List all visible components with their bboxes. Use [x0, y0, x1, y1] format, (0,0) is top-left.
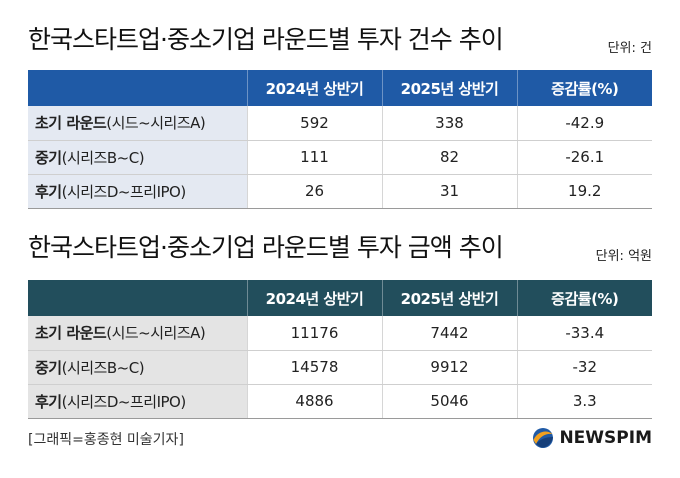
amount-table-title: 한국스타트업·중소기업 라운드별 투자 금액 추이	[28, 233, 504, 262]
value-change: -42.9	[516, 106, 652, 141]
value-2025: 9912	[381, 350, 517, 385]
count-section: 한국스타트업·중소기업 라운드별 투자 건수 추이 단위: 건 2024년 상반…	[28, 20, 652, 209]
newspim-globe-icon	[532, 427, 554, 449]
amount-header-2025: 2025년 상반기	[381, 280, 517, 316]
stage-name: 초기 라운드	[35, 114, 107, 133]
stage-name: 후기	[35, 182, 62, 201]
count-table: 2024년 상반기 2025년 상반기 증감률(%) 초기 라운드(시드~시리즈…	[28, 70, 652, 209]
count-table-header-row: 2024년 상반기 2025년 상반기 증감률(%)	[28, 70, 652, 106]
count-title-row: 한국스타트업·중소기업 라운드별 투자 건수 추이 단위: 건	[28, 20, 652, 60]
table-row: 초기 라운드(시드~시리즈A) 592 338 -42.9	[28, 106, 652, 141]
count-unit-label: 단위: 건	[607, 41, 652, 56]
count-header-2025: 2025년 상반기	[381, 70, 517, 106]
value-change: -32	[516, 350, 652, 385]
value-2025: 7442	[381, 316, 517, 351]
row-label: 초기 라운드(시드~시리즈A)	[28, 316, 247, 351]
amount-table-header-row: 2024년 상반기 2025년 상반기 증감률(%)	[28, 280, 652, 316]
stage-detail: (시리즈B~C)	[61, 358, 145, 377]
value-2024: 26	[246, 174, 382, 209]
row-label: 중기(시리즈B~C)	[28, 140, 247, 175]
graphic-credit: [그래픽=홍종현 미술기자]	[28, 432, 184, 448]
value-change: 3.3	[516, 384, 652, 419]
table-row: 초기 라운드(시드~시리즈A) 11176 7442 -33.4	[28, 316, 652, 351]
count-header-change: 증감률(%)	[516, 70, 652, 106]
amount-unit-label: 단위: 억원	[595, 249, 652, 264]
amount-table: 2024년 상반기 2025년 상반기 증감률(%) 초기 라운드(시드~시리즈…	[28, 280, 652, 419]
stage-name: 중기	[35, 358, 62, 377]
amount-header-2024: 2024년 상반기	[246, 280, 382, 316]
count-table-title: 한국스타트업·중소기업 라운드별 투자 건수 추이	[28, 25, 504, 54]
stage-detail: (시리즈D~프리IPO)	[61, 182, 187, 201]
row-label: 후기(시리즈D~프리IPO)	[28, 384, 247, 419]
newspim-logo[interactable]: NEWSPIM	[532, 426, 652, 450]
count-header-2024: 2024년 상반기	[246, 70, 382, 106]
value-2024: 111	[246, 140, 382, 175]
stage-detail: (시리즈B~C)	[61, 148, 145, 167]
stage-name: 후기	[35, 392, 62, 411]
value-2024: 11176	[246, 316, 382, 351]
value-2025: 82	[381, 140, 517, 175]
row-label: 후기(시리즈D~프리IPO)	[28, 174, 247, 209]
row-label: 초기 라운드(시드~시리즈A)	[28, 106, 247, 141]
stage-name: 중기	[35, 148, 62, 167]
value-change: 19.2	[516, 174, 652, 209]
amount-header-blank	[28, 280, 247, 316]
value-2024: 4886	[246, 384, 382, 419]
value-2024: 592	[246, 106, 382, 141]
brand-name: NEWSPIM	[559, 428, 652, 448]
amount-title-row: 한국스타트업·중소기업 라운드별 투자 금액 추이 단위: 억원	[28, 228, 652, 268]
row-label: 중기(시리즈B~C)	[28, 350, 247, 385]
stage-detail: (시리즈D~프리IPO)	[61, 392, 187, 411]
amount-header-change: 증감률(%)	[516, 280, 652, 316]
value-2025: 5046	[381, 384, 517, 419]
table-row: 후기(시리즈D~프리IPO) 4886 5046 3.3	[28, 384, 652, 419]
stage-detail: (시드~시리즈A)	[106, 324, 206, 343]
value-2024: 14578	[246, 350, 382, 385]
table-row: 중기(시리즈B~C) 111 82 -26.1	[28, 140, 652, 175]
value-2025: 31	[381, 174, 517, 209]
value-2025: 338	[381, 106, 517, 141]
value-change: -33.4	[516, 316, 652, 351]
table-row: 중기(시리즈B~C) 14578 9912 -32	[28, 350, 652, 385]
stage-detail: (시드~시리즈A)	[106, 114, 206, 133]
table-row: 후기(시리즈D~프리IPO) 26 31 19.2	[28, 174, 652, 209]
stage-name: 초기 라운드	[35, 324, 107, 343]
count-header-blank	[28, 70, 247, 106]
value-change: -26.1	[516, 140, 652, 175]
amount-section: 한국스타트업·중소기업 라운드별 투자 금액 추이 단위: 억원 2024년 상…	[28, 228, 652, 419]
